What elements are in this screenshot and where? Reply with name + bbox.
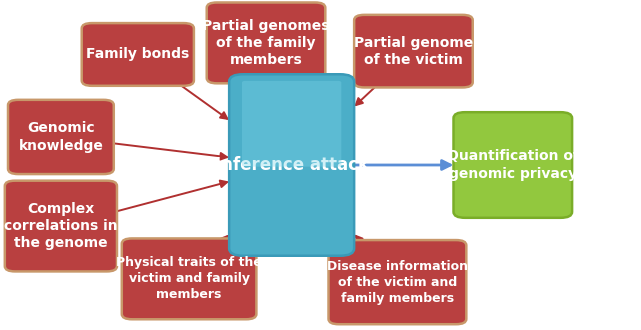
Text: Physical traits of the
victim and family
members: Physical traits of the victim and family… [116, 256, 262, 301]
FancyBboxPatch shape [229, 74, 354, 256]
FancyBboxPatch shape [242, 81, 342, 167]
Text: Genomic
knowledge: Genomic knowledge [19, 121, 103, 152]
Text: Family bonds: Family bonds [86, 48, 190, 61]
FancyBboxPatch shape [122, 238, 256, 319]
FancyBboxPatch shape [206, 2, 326, 83]
FancyBboxPatch shape [354, 15, 473, 87]
Text: Quantification of
genomic privacy: Quantification of genomic privacy [447, 149, 579, 181]
FancyBboxPatch shape [454, 112, 572, 218]
Text: Complex
correlations in
the genome: Complex correlations in the genome [4, 202, 118, 250]
FancyBboxPatch shape [82, 23, 194, 86]
Text: Partial genomes
of the family
members: Partial genomes of the family members [203, 18, 329, 67]
Text: Inference attack: Inference attack [215, 156, 369, 174]
FancyBboxPatch shape [5, 181, 117, 271]
FancyBboxPatch shape [8, 100, 114, 174]
FancyBboxPatch shape [328, 240, 466, 324]
Text: Partial genome
of the victim: Partial genome of the victim [354, 36, 473, 67]
Text: Disease information
of the victim and
family members: Disease information of the victim and fa… [327, 260, 468, 305]
